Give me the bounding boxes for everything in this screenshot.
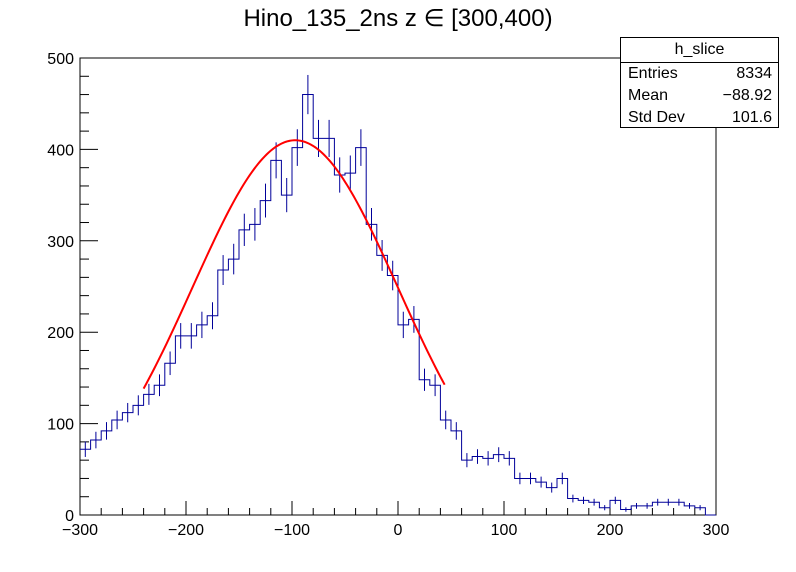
stats-value: 101.6 bbox=[731, 109, 772, 126]
x-tick-label: −300 bbox=[62, 522, 98, 539]
chart-title: Hino_135_2ns z ∈ [300,400) bbox=[243, 5, 553, 32]
stats-row-entries: Entries 8334 bbox=[621, 63, 778, 85]
x-tick-label: 300 bbox=[703, 522, 730, 539]
gaussian-fit-curve bbox=[142, 139, 446, 390]
stats-label: Entries bbox=[628, 65, 678, 82]
histogram-outline bbox=[80, 94, 716, 516]
y-tick-label: 200 bbox=[47, 325, 74, 342]
stats-label: Std Dev bbox=[628, 109, 685, 126]
x-tick-label: 100 bbox=[491, 522, 518, 539]
x-tick-label: −200 bbox=[168, 522, 204, 539]
stats-label: Mean bbox=[628, 87, 669, 104]
y-tick-label: 500 bbox=[47, 51, 74, 68]
x-tick-label: 0 bbox=[394, 522, 403, 539]
stats-value: −88.92 bbox=[722, 87, 772, 104]
stats-row-mean: Mean −88.92 bbox=[621, 85, 778, 107]
stats-box-title: h_slice bbox=[621, 38, 778, 63]
y-tick-label: 100 bbox=[47, 417, 74, 434]
stats-row-stddev: Std Dev 101.6 bbox=[621, 107, 778, 129]
x-tick-label: 200 bbox=[597, 522, 624, 539]
stats-value: 8334 bbox=[736, 65, 772, 82]
y-tick-label: 0 bbox=[65, 508, 74, 525]
y-tick-label: 400 bbox=[47, 142, 74, 159]
stats-box: h_slice Entries 8334 Mean −88.92 Std Dev… bbox=[620, 37, 779, 128]
x-tick-label: −100 bbox=[274, 522, 310, 539]
y-tick-label: 300 bbox=[47, 234, 74, 251]
